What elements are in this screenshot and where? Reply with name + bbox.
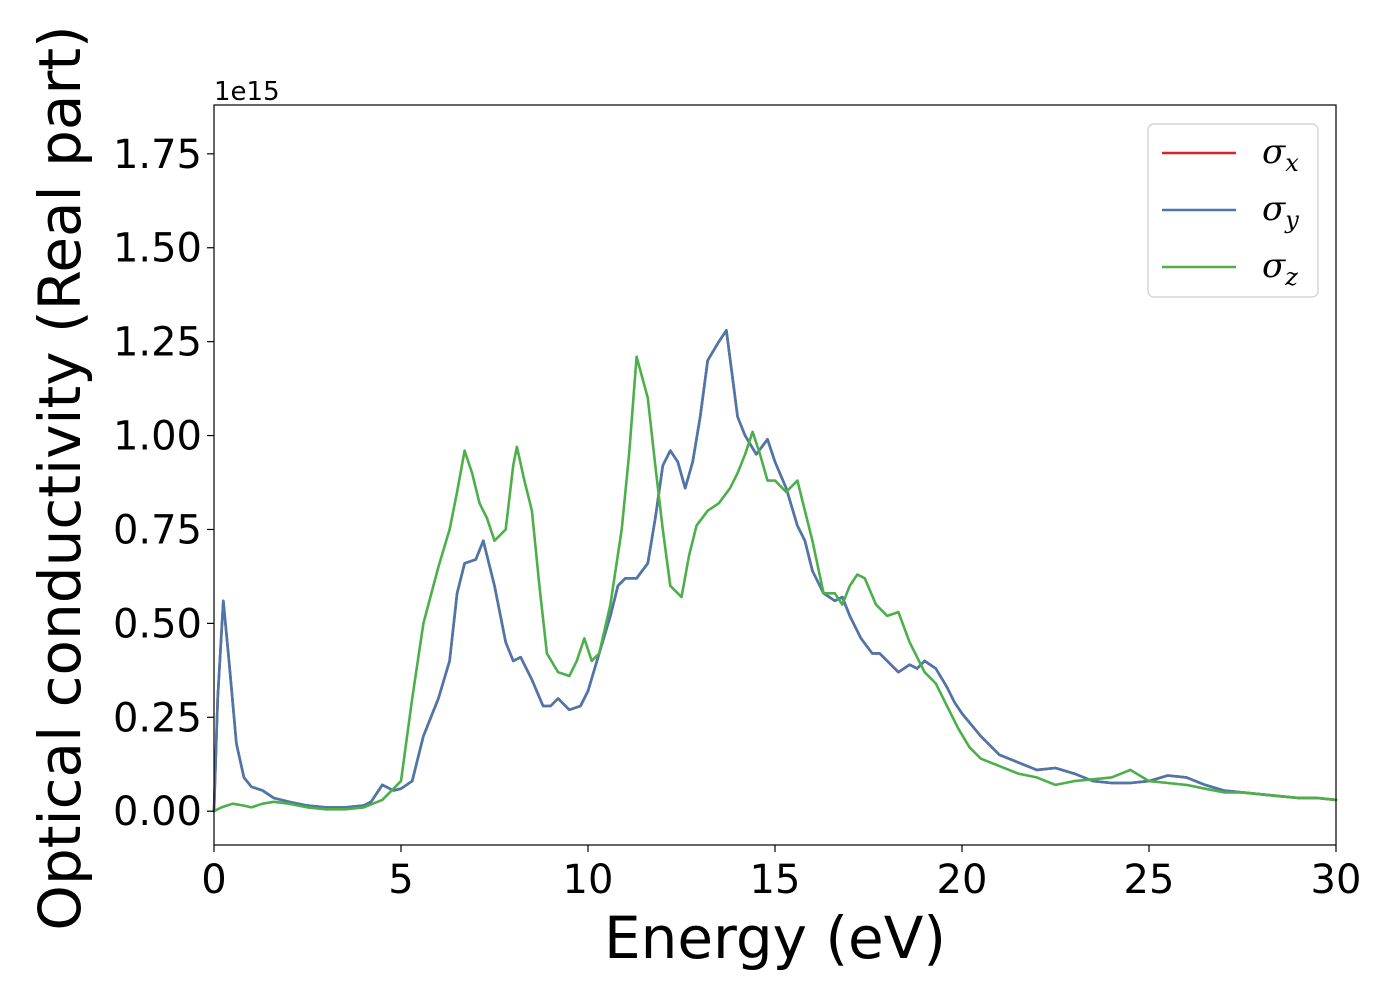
x-tick-label: 30 bbox=[1311, 857, 1362, 903]
x-tick-label: 25 bbox=[1124, 857, 1175, 903]
x-axis-ticks: 0 5 10 15 20 25 30 bbox=[201, 845, 1361, 903]
x-tick-label: 5 bbox=[388, 857, 413, 903]
series-line-sigma-y bbox=[212, 329, 1338, 813]
x-tick-label: 15 bbox=[750, 857, 801, 903]
y-offset-label: 1e15 bbox=[214, 77, 280, 107]
y-tick-label: 1.75 bbox=[113, 132, 202, 178]
x-axis-label: Energy (eV) bbox=[604, 904, 946, 972]
x-tick-label: 20 bbox=[937, 857, 988, 903]
x-tick-label: 10 bbox=[563, 857, 614, 903]
x-tick-label: 0 bbox=[201, 857, 226, 903]
y-tick-label: 0.25 bbox=[113, 695, 202, 741]
y-tick-label: 0.75 bbox=[113, 507, 202, 553]
y-tick-label: 1.00 bbox=[113, 414, 202, 460]
y-tick-label: 0.00 bbox=[113, 789, 202, 835]
series-line-sigma-z bbox=[212, 355, 1338, 813]
y-axis-label: Optical conductivity (Real part) bbox=[26, 25, 94, 930]
y-axis-ticks: 0.00 0.25 0.50 0.75 1.00 1.25 1.50 1.75 bbox=[113, 132, 214, 835]
y-tick-label: 1.50 bbox=[113, 226, 202, 272]
legend-label-sigma-y: σy bbox=[1262, 189, 1299, 234]
y-tick-label: 0.50 bbox=[113, 601, 202, 647]
series-layer bbox=[212, 329, 1338, 813]
y-tick-label: 1.25 bbox=[113, 320, 202, 366]
